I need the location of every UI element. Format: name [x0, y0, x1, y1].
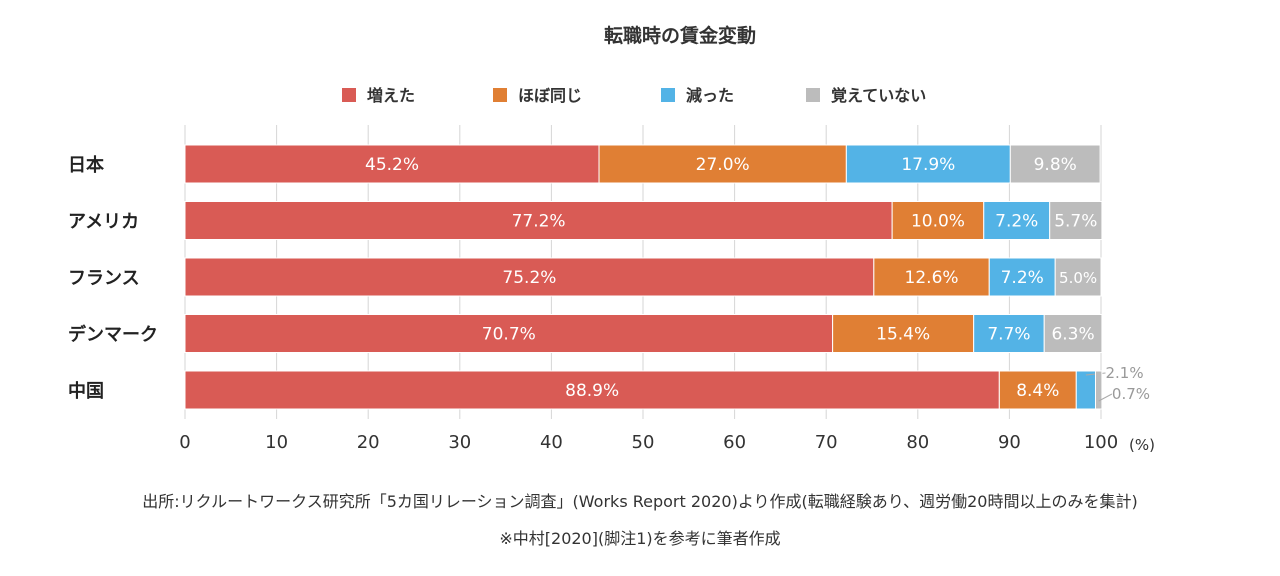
- bar-value-label: 2.1%: [1106, 364, 1144, 382]
- legend-label-1: 増えた: [367, 86, 415, 105]
- bar-value-label: 9.8%: [1034, 155, 1077, 175]
- x-tick-label: 90: [998, 432, 1021, 453]
- bar-segment: [891, 201, 985, 240]
- bar-value-label: 5.0%: [1059, 269, 1097, 287]
- bar-value-label: 77.2%: [512, 212, 566, 232]
- bar-segment: [1054, 257, 1102, 297]
- bar-segment: [873, 257, 990, 297]
- bar-value-label: 7.7%: [987, 325, 1030, 345]
- bar-value-label: 70.7%: [482, 325, 536, 345]
- bar-value-label: 88.9%: [565, 381, 619, 401]
- bar-segment: [845, 144, 1011, 184]
- bar-segment: [1049, 201, 1103, 240]
- x-tick-label: 20: [357, 432, 380, 453]
- legend-swatch-4: [806, 88, 820, 102]
- x-tick-label: 0: [179, 432, 190, 453]
- x-axis-unit: (%): [1129, 436, 1155, 454]
- callout-line: [1098, 393, 1113, 402]
- x-tick-label: 50: [632, 432, 655, 453]
- bar-value-label: 6.3%: [1051, 325, 1094, 345]
- legend-label-4: 覚えていない: [831, 86, 926, 105]
- bar-value-label: 75.2%: [502, 268, 556, 288]
- bar-segment: [1043, 314, 1103, 353]
- bar-value-label: 5.7%: [1054, 212, 1097, 232]
- bar-segment: [998, 370, 1077, 410]
- x-tick-label: 10: [265, 432, 288, 453]
- x-tick-label: 80: [906, 432, 929, 453]
- bar-value-label: 0.7%: [1112, 385, 1150, 403]
- bar-segment: [184, 144, 600, 184]
- bar-segment: [973, 314, 1045, 353]
- bar-value-label: 27.0%: [696, 155, 750, 175]
- bar-segment: [1075, 370, 1097, 410]
- category-label: 日本: [68, 154, 104, 176]
- bar-segment: [832, 314, 975, 353]
- legend-label-2: ほぼ同じ: [518, 86, 582, 105]
- x-tick-label: 60: [723, 432, 746, 453]
- x-tick-label: 40: [540, 432, 563, 453]
- bar-segment: [1009, 144, 1101, 184]
- x-tick-label: 100: [1084, 432, 1118, 453]
- legend-label-3: 減った: [686, 86, 734, 105]
- category-label: アメリカ: [68, 212, 139, 233]
- bar-value-label: 10.0%: [911, 212, 965, 232]
- reference-note: ※中村[2020](脚注1)を参考に筆者作成: [499, 529, 781, 548]
- bar-value-label: 8.4%: [1016, 381, 1059, 401]
- legend-swatch-1: [342, 88, 356, 102]
- bar-value-label: 7.2%: [1001, 268, 1044, 288]
- bar-value-label: 7.2%: [995, 212, 1038, 232]
- legend-swatch-3: [661, 88, 675, 102]
- bar-segment: [1095, 370, 1103, 410]
- bar-value-label: 45.2%: [365, 155, 419, 175]
- bar-segment: [184, 314, 834, 353]
- category-label: デンマーク: [68, 324, 158, 346]
- category-label: 中国: [68, 380, 104, 402]
- bar-segment: [184, 257, 875, 297]
- bar-segment: [184, 201, 893, 240]
- x-tick-label: 30: [448, 432, 471, 453]
- legend-swatch-2: [493, 88, 507, 102]
- category-label: フランス: [68, 268, 140, 289]
- bar-value-label: 15.4%: [876, 325, 930, 345]
- x-tick-label: 70: [815, 432, 838, 453]
- chart-title: 転職時の賃金変動: [604, 24, 756, 47]
- bar-segment: [598, 144, 847, 184]
- source-note: 出所:リクルートワークス研究所「5カ国リレーション調査」(Works Repor…: [142, 492, 1138, 511]
- bar-value-label: 17.9%: [901, 155, 955, 175]
- bar-segment: [988, 257, 1056, 297]
- bar-value-label: 12.6%: [905, 268, 959, 288]
